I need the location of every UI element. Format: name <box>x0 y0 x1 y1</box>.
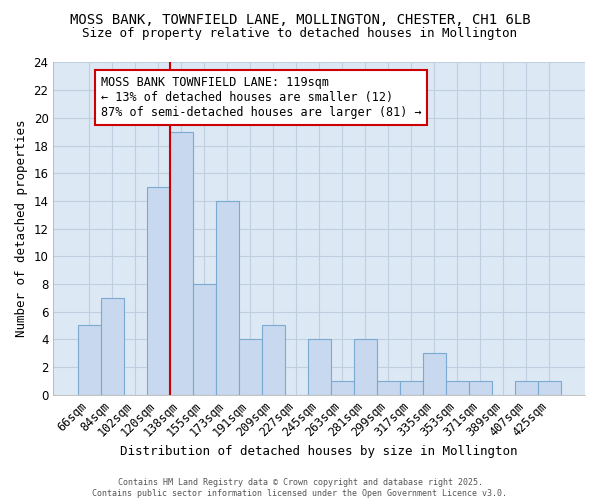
Bar <box>354 340 377 394</box>
Bar <box>515 381 538 394</box>
Bar <box>377 381 400 394</box>
Bar <box>400 381 423 394</box>
Text: Size of property relative to detached houses in Mollington: Size of property relative to detached ho… <box>83 28 517 40</box>
Bar <box>423 353 446 395</box>
Bar <box>215 201 239 394</box>
X-axis label: Distribution of detached houses by size in Mollington: Distribution of detached houses by size … <box>121 444 518 458</box>
Bar <box>193 284 215 395</box>
Bar <box>170 132 193 394</box>
Text: MOSS BANK, TOWNFIELD LANE, MOLLINGTON, CHESTER, CH1 6LB: MOSS BANK, TOWNFIELD LANE, MOLLINGTON, C… <box>70 12 530 26</box>
Bar <box>469 381 492 394</box>
Bar <box>446 381 469 394</box>
Bar <box>239 340 262 394</box>
Y-axis label: Number of detached properties: Number of detached properties <box>15 120 28 338</box>
Bar <box>308 340 331 394</box>
Text: Contains HM Land Registry data © Crown copyright and database right 2025.
Contai: Contains HM Land Registry data © Crown c… <box>92 478 508 498</box>
Bar <box>331 381 354 394</box>
Bar <box>538 381 561 394</box>
Bar <box>101 298 124 394</box>
Text: MOSS BANK TOWNFIELD LANE: 119sqm
← 13% of detached houses are smaller (12)
87% o: MOSS BANK TOWNFIELD LANE: 119sqm ← 13% o… <box>101 76 421 120</box>
Bar <box>146 187 170 394</box>
Bar <box>77 326 101 394</box>
Bar <box>262 326 284 394</box>
